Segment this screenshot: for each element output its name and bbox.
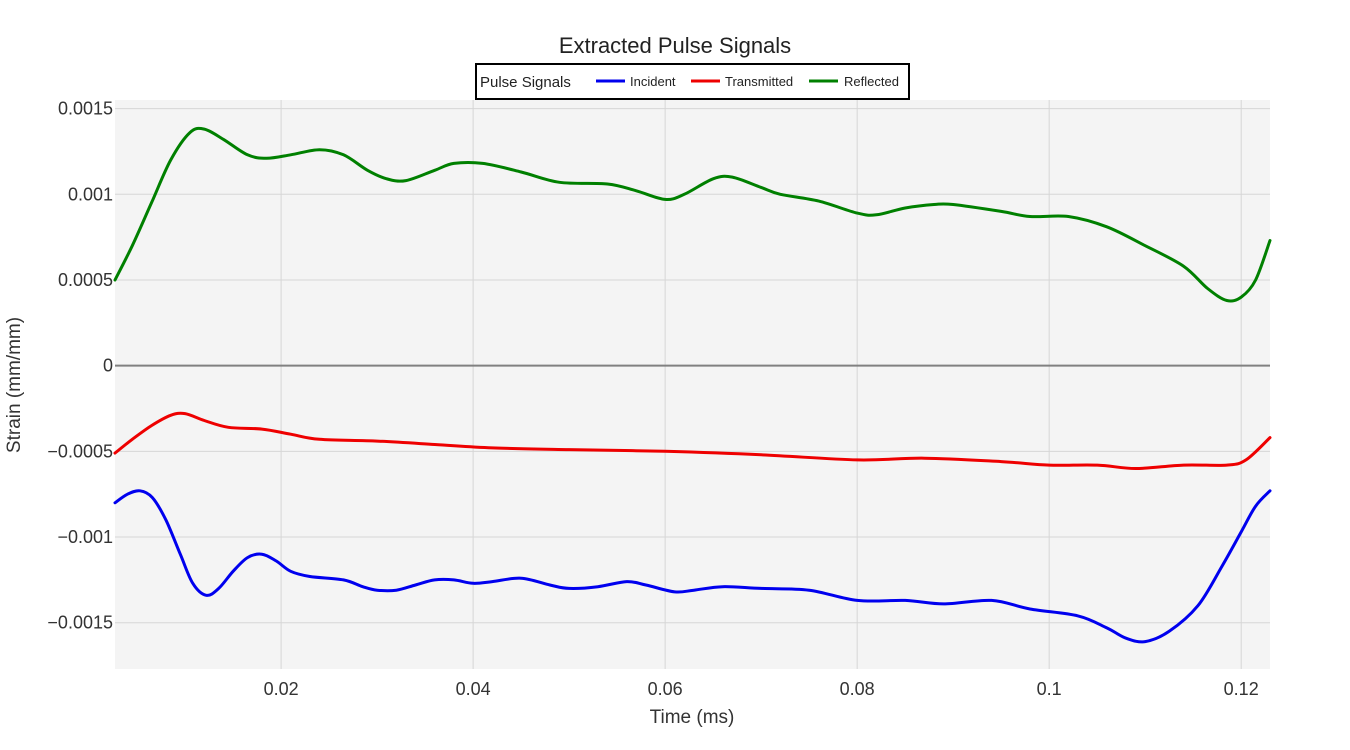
- grid: [115, 100, 1270, 669]
- series-line-transmitted: [113, 411, 1272, 470]
- legend-label-transmitted: Transmitted: [725, 74, 793, 89]
- legend-label-reflected: Reflected: [844, 74, 899, 89]
- series-layer: [113, 126, 1272, 644]
- legend-title: Pulse Signals: [480, 74, 571, 91]
- y-tick-label: 0.0005: [58, 270, 113, 290]
- x-tick-label: 0.08: [840, 679, 875, 699]
- x-axis-title: Time (ms): [650, 707, 735, 728]
- x-tick-label: 0.12: [1224, 679, 1259, 699]
- x-tick-label: 0.1: [1037, 679, 1062, 699]
- series-line-incident: [113, 489, 1272, 644]
- y-tick-label: −0.0005: [47, 441, 113, 461]
- series-line-reflected: [113, 126, 1272, 303]
- y-tick-label: −0.001: [57, 527, 113, 547]
- y-tick-label: 0.0015: [58, 99, 113, 119]
- legend-label-incident: Incident: [630, 74, 676, 89]
- legend: Pulse Signals Incident Transmitted Refle…: [475, 63, 910, 100]
- x-tick-label: 0.04: [456, 679, 491, 699]
- y-tick-label: −0.0015: [47, 613, 113, 633]
- x-tick-label: 0.06: [648, 679, 683, 699]
- plot-background: [115, 100, 1270, 669]
- x-tick-label: 0.02: [264, 679, 299, 699]
- tick-labels: 0.02 0.04 0.06 0.08 0.1 0.12 0.0015 0.001 0.0005…: [47, 99, 1258, 699]
- chart-title: Extracted Pulse Signals: [559, 33, 791, 58]
- y-tick-label: 0: [103, 356, 113, 376]
- y-tick-label: 0.001: [68, 184, 113, 204]
- y-axis-title: Strain (mm/mm): [4, 317, 25, 453]
